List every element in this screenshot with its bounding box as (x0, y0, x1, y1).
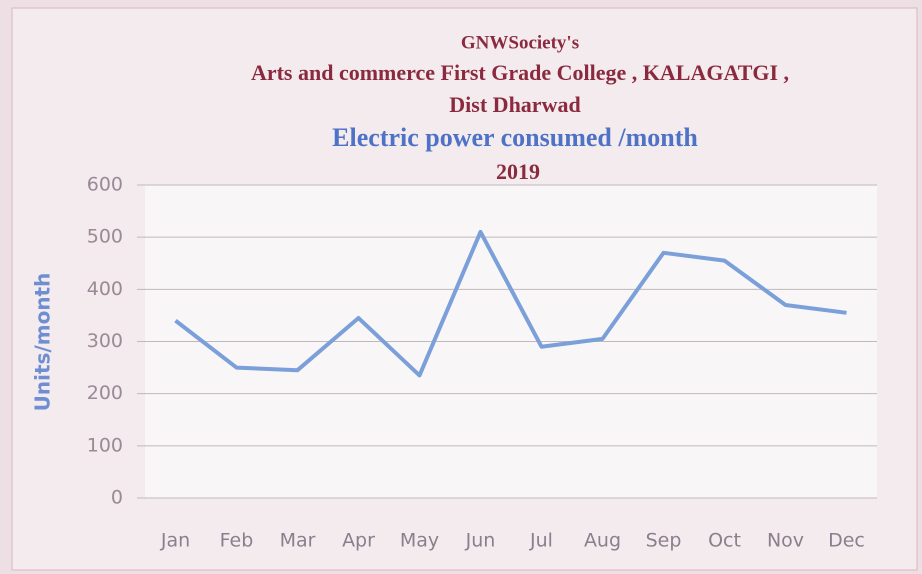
chart-title: Electric power consumed /month (332, 123, 698, 152)
x-tick-label: Apr (342, 530, 375, 552)
header-line: Dist Dharwad (449, 92, 580, 117)
x-tick-label: Feb (220, 530, 254, 552)
y-tick-label: 500 (87, 226, 123, 248)
y-axis-label: Units/month (31, 273, 55, 412)
y-tick-label: 600 (87, 174, 123, 196)
x-tick-label: Nov (767, 530, 804, 552)
header-line: GNWSociety's (461, 32, 579, 53)
x-tick-label: Dec (828, 530, 865, 552)
x-tick-label: Sep (646, 530, 682, 552)
y-tick-label: 300 (87, 330, 123, 352)
x-tick-label: Jun (465, 530, 496, 552)
x-tick-label: May (400, 530, 439, 552)
y-tick-label: 400 (87, 278, 123, 300)
y-tick-label: 100 (87, 434, 123, 456)
y-tick-label: 200 (87, 382, 123, 404)
x-tick-label: Mar (280, 530, 316, 552)
data-line (174, 229, 847, 378)
x-tick-label: Aug (584, 530, 621, 552)
x-tick-label: Jul (529, 530, 553, 552)
y-tick-label: 0 (111, 487, 123, 509)
header-line: Arts and commerce First Grade College , … (251, 60, 789, 85)
x-tick-label: Oct (708, 530, 741, 552)
x-tick-label: Jan (160, 530, 190, 552)
chart-subtitle: 2019 (496, 159, 540, 184)
